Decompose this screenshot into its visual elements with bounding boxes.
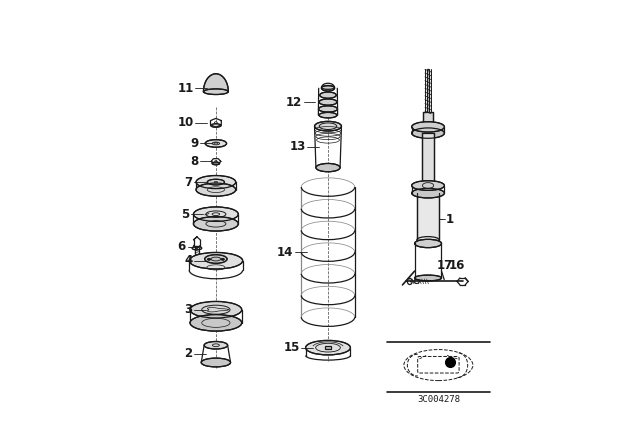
Bar bbox=[417, 193, 439, 240]
Ellipse shape bbox=[207, 179, 225, 185]
Bar bbox=[422, 133, 435, 185]
Ellipse shape bbox=[415, 275, 442, 281]
Text: 4: 4 bbox=[184, 254, 193, 267]
Text: 12: 12 bbox=[286, 95, 302, 108]
Ellipse shape bbox=[196, 176, 236, 189]
Text: 8: 8 bbox=[190, 155, 198, 168]
Ellipse shape bbox=[204, 89, 228, 95]
Text: 10: 10 bbox=[177, 116, 193, 129]
Ellipse shape bbox=[190, 314, 242, 331]
Ellipse shape bbox=[189, 253, 243, 269]
Ellipse shape bbox=[305, 340, 351, 355]
Ellipse shape bbox=[196, 183, 236, 196]
Ellipse shape bbox=[319, 106, 337, 112]
Text: 7: 7 bbox=[184, 176, 193, 189]
Text: 17: 17 bbox=[436, 259, 453, 272]
Ellipse shape bbox=[319, 112, 337, 118]
Text: 6: 6 bbox=[178, 240, 186, 253]
Ellipse shape bbox=[205, 140, 227, 147]
Text: 2: 2 bbox=[184, 347, 193, 360]
Text: 1: 1 bbox=[445, 213, 453, 226]
Bar bbox=[423, 112, 433, 126]
Text: 9: 9 bbox=[190, 137, 198, 150]
Ellipse shape bbox=[193, 207, 238, 221]
Text: 16: 16 bbox=[449, 259, 465, 272]
Text: 3: 3 bbox=[184, 303, 193, 316]
Ellipse shape bbox=[321, 86, 335, 89]
Ellipse shape bbox=[193, 216, 238, 231]
Bar bbox=[324, 346, 332, 349]
Ellipse shape bbox=[204, 341, 228, 349]
Ellipse shape bbox=[320, 92, 336, 98]
Ellipse shape bbox=[207, 258, 211, 260]
Ellipse shape bbox=[192, 246, 202, 250]
Ellipse shape bbox=[221, 258, 224, 260]
Ellipse shape bbox=[190, 302, 242, 318]
Text: 14: 14 bbox=[277, 246, 294, 258]
Ellipse shape bbox=[412, 188, 444, 198]
Ellipse shape bbox=[212, 162, 220, 165]
Text: 3C004278: 3C004278 bbox=[417, 395, 460, 404]
Ellipse shape bbox=[319, 99, 337, 105]
Polygon shape bbox=[204, 74, 228, 92]
Ellipse shape bbox=[201, 358, 230, 367]
Text: 11: 11 bbox=[177, 82, 193, 95]
Text: 15: 15 bbox=[284, 341, 300, 354]
Ellipse shape bbox=[316, 164, 340, 172]
Ellipse shape bbox=[412, 122, 444, 132]
Ellipse shape bbox=[412, 181, 444, 190]
Ellipse shape bbox=[321, 86, 335, 91]
Ellipse shape bbox=[412, 128, 444, 138]
Ellipse shape bbox=[314, 121, 342, 131]
Bar bbox=[427, 69, 429, 112]
Text: 5: 5 bbox=[181, 208, 189, 221]
Ellipse shape bbox=[415, 239, 442, 248]
Ellipse shape bbox=[205, 255, 227, 263]
Text: 13: 13 bbox=[289, 140, 305, 153]
Ellipse shape bbox=[211, 124, 221, 127]
